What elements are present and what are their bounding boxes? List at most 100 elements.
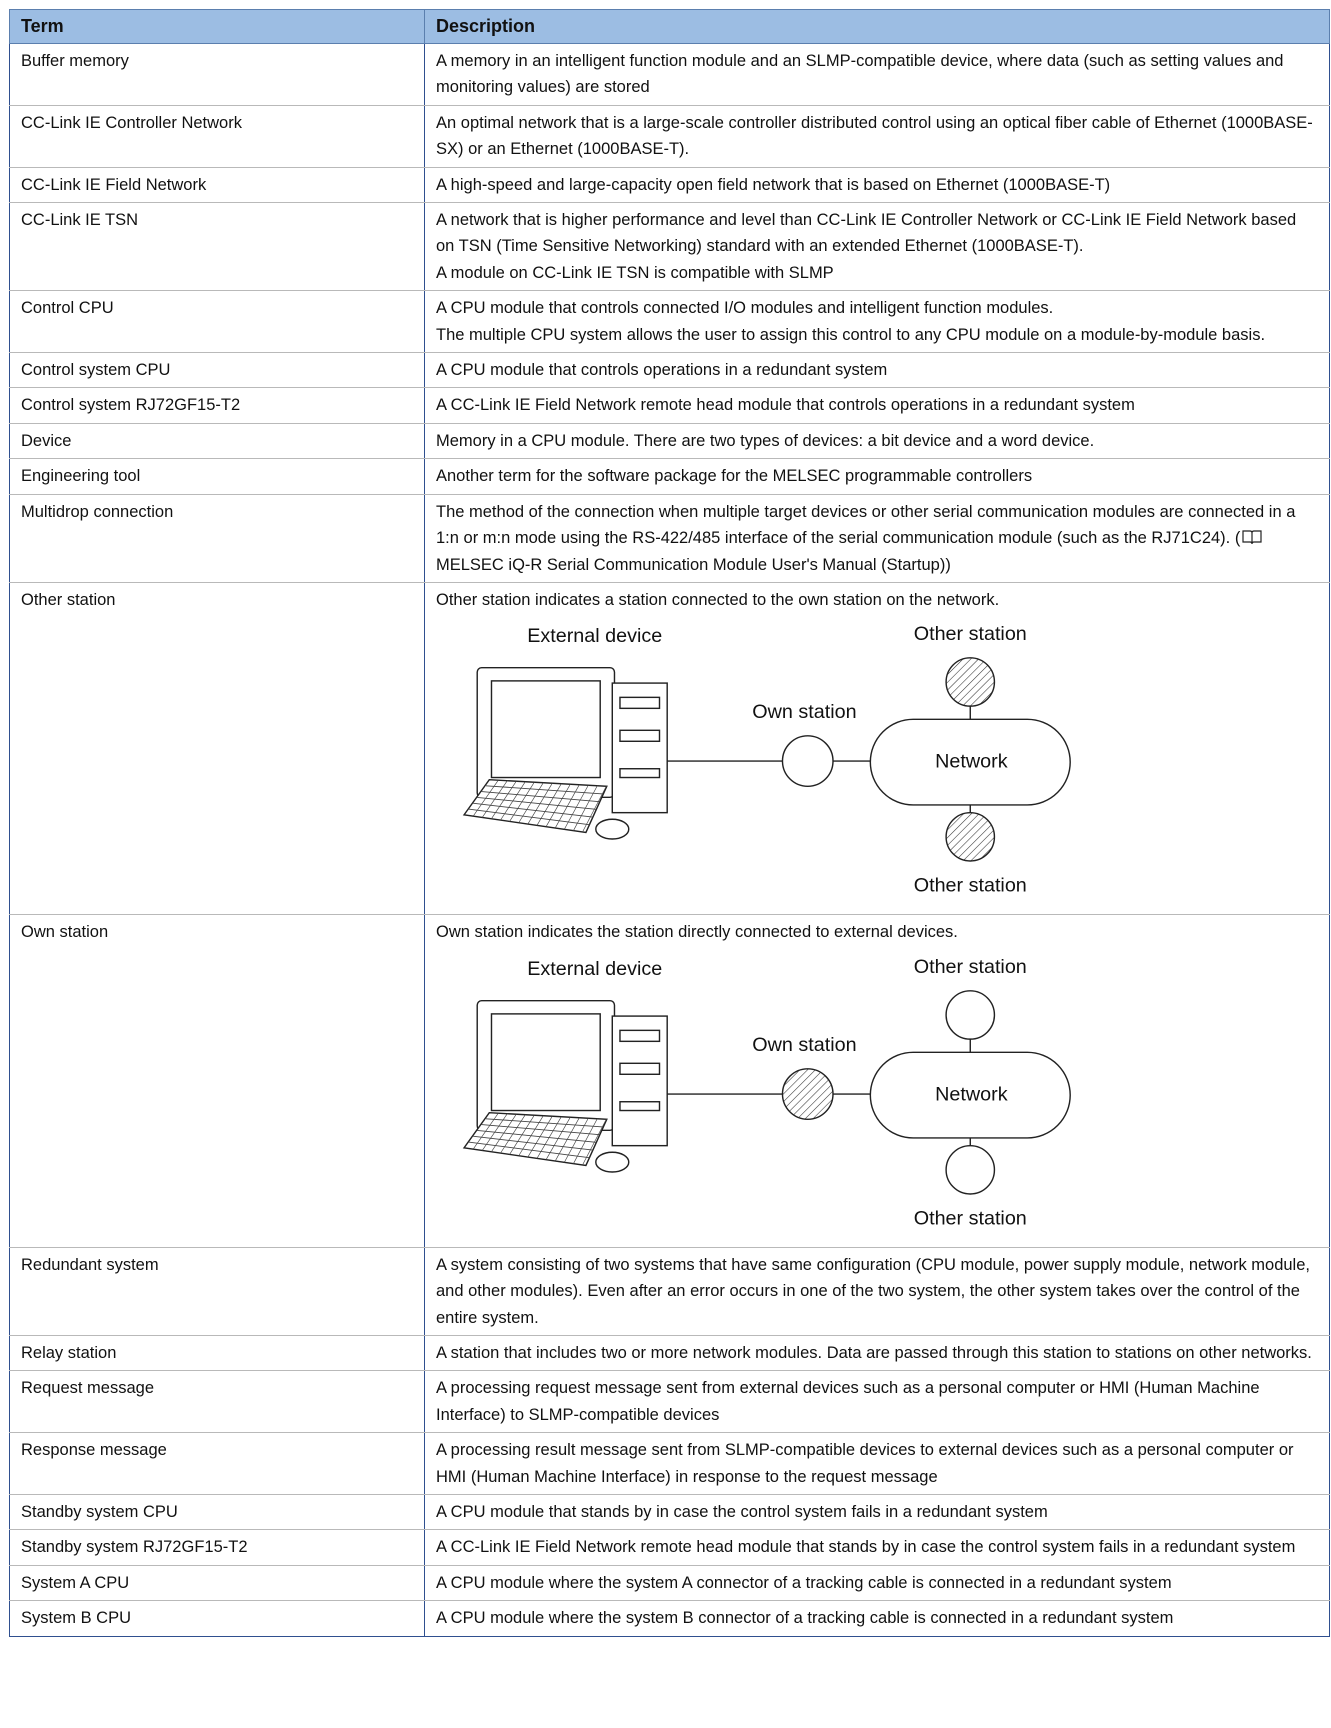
description-text: MELSEC iQ-R Serial Communication Module …	[436, 555, 951, 574]
diagram-label: Own station	[752, 701, 856, 723]
description-text: The method of the connection when multip…	[436, 502, 1296, 548]
description-paragraph: An optimal network that is a large-scale…	[436, 113, 1313, 159]
term-cell: CC-Link IE Field Network	[9, 167, 425, 204]
term-cell: Control CPU	[9, 290, 425, 354]
table-row: Response message A processing result mess…	[9, 1432, 1330, 1495]
table-row: System B CPU A CPU module where the syste…	[9, 1600, 1330, 1637]
description-cell: Another term for the software package fo…	[424, 458, 1330, 495]
tower-bay1	[619, 1029, 661, 1042]
table-row: CC-Link IE TSN A network that is higher p…	[9, 202, 1330, 292]
description-paragraph: A high-speed and large-capacity open fie…	[436, 175, 1111, 194]
diagram-label: Network	[935, 1083, 1008, 1105]
description-cell: A CPU module that controls operations in…	[424, 352, 1330, 389]
keyboard-col	[564, 1117, 589, 1163]
keyboard-col	[481, 780, 508, 818]
term-cell: Control system CPU	[9, 352, 425, 389]
description-cell: A CC-Link IE Field Network remote head m…	[424, 1529, 1330, 1566]
keyboard-col	[573, 1118, 598, 1164]
keyboard-col	[554, 784, 580, 829]
keyboard-col	[472, 1112, 499, 1150]
table-row: Standby system RJ72GF15-T2 A CC-Link IE F…	[9, 1529, 1330, 1566]
description-cell: A station that includes two or more netw…	[424, 1335, 1330, 1372]
diagram-label: Network	[935, 751, 1008, 773]
keyboard-row	[468, 1141, 590, 1158]
description-paragraph: A CPU module that stands by in case the …	[436, 1502, 1048, 1521]
term-cell: Engineering tool	[9, 458, 425, 495]
description-cell: The method of the connection when multip…	[424, 494, 1330, 583]
term-cell: Redundant system	[9, 1247, 425, 1336]
keyboard-col	[573, 785, 598, 832]
term-cell: CC-Link IE Controller Network	[9, 105, 425, 168]
other-station-node	[945, 1144, 996, 1195]
description-paragraph: A module on CC-Link IE TSN is compatible…	[436, 263, 834, 282]
table-row: System A CPU A CPU module where the syste…	[9, 1565, 1330, 1602]
keyboard-col	[509, 782, 535, 822]
keyboard-col	[509, 1114, 535, 1155]
table-row: Control CPU A CPU module that controls co…	[9, 290, 1330, 354]
term-cell: Request message	[9, 1370, 425, 1434]
table-row: Redundant system A system consisting of t…	[9, 1247, 1330, 1336]
keyboard-col	[500, 1114, 526, 1154]
description-paragraph: The multiple CPU system allows the user …	[436, 325, 1266, 344]
description-paragraph: A processing result message sent from SL…	[436, 1441, 1294, 1486]
description-paragraph: A CPU module where the system A connecto…	[436, 1573, 1172, 1592]
description-paragraph: A system consisting of two systems that …	[436, 1255, 1310, 1327]
keyboard-col	[554, 1117, 580, 1161]
book-icon	[1242, 530, 1262, 545]
other-station-node	[945, 989, 996, 1040]
description-cell: A system consisting of two systems that …	[424, 1247, 1330, 1336]
description-cell: Other station indicates a station connec…	[424, 582, 1330, 916]
table-row: Engineering tool Another term for the sof…	[9, 458, 1330, 495]
diagram-label: External device	[527, 625, 662, 647]
term-cell: Buffer memory	[9, 43, 425, 106]
other-station-node	[945, 657, 996, 708]
keyboard-col	[527, 783, 553, 825]
description-cell: A CC-Link IE Field Network remote head m…	[424, 387, 1330, 424]
keyboard-col	[536, 1116, 562, 1159]
description-cell: A memory in an intelligent function modu…	[424, 43, 1330, 106]
table-row: Control system CPU A CPU module that cont…	[9, 352, 1330, 389]
tower-bay1	[619, 696, 661, 710]
keyboard-row	[472, 803, 593, 818]
header-row: Term Description	[9, 9, 1330, 44]
table-row: Multidrop connection The method of the co…	[9, 494, 1330, 583]
keyboard-row	[472, 1135, 593, 1151]
description-cell: A CPU module that controls connected I/O…	[424, 290, 1330, 354]
description-cell: An optimal network that is a large-scale…	[424, 105, 1330, 168]
description-paragraph: Other station indicates a station connec…	[436, 590, 1000, 609]
term-cell: Standby system CPU	[9, 1494, 425, 1531]
term-cell: Relay station	[9, 1335, 425, 1372]
keyboard-row	[481, 791, 600, 803]
tower-bay2	[619, 729, 661, 743]
diagram-label: External device	[527, 958, 662, 980]
monitor-screen	[490, 680, 601, 779]
table-row: Control system RJ72GF15-T2 A CC-Link IE F…	[9, 387, 1330, 424]
description-cell: A high-speed and large-capacity open fie…	[424, 167, 1330, 204]
network-node	[869, 1051, 1071, 1139]
mouse	[595, 1151, 630, 1173]
keyboard-row	[481, 1123, 600, 1135]
term-cell: Response message	[9, 1432, 425, 1495]
description-paragraph: A CPU module that controls connected I/O…	[436, 299, 1054, 318]
term-cell: Standby system RJ72GF15-T2	[9, 1529, 425, 1566]
tower-bay3	[619, 768, 661, 779]
header-term: Term	[9, 9, 425, 44]
term-cell: Other station	[9, 582, 425, 916]
diagram-label: Other station	[914, 875, 1027, 897]
table-row: Buffer memory A memory in an intelligent …	[9, 43, 1330, 106]
diagram-label: Other station	[914, 956, 1027, 978]
description-paragraph: Another term for the software package fo…	[436, 467, 1033, 486]
term-cell: Multidrop connection	[9, 494, 425, 583]
description-paragraph: The method of the connection when multip…	[436, 499, 1318, 578]
keyboard-row	[485, 785, 603, 795]
keyboard-col	[481, 1113, 508, 1151]
diagram-label: Other station	[914, 1207, 1027, 1229]
diagram-label: Own station	[752, 1034, 856, 1056]
keyboard-col	[500, 781, 526, 821]
table-row: Own station Own station indicates the sta…	[9, 914, 1330, 1248]
keyboard-col	[518, 782, 544, 824]
own-station-node	[781, 735, 834, 788]
description-cell: A processing request message sent from e…	[424, 1370, 1330, 1434]
keyboard-col	[564, 785, 589, 830]
keyboard-col	[582, 1118, 607, 1165]
